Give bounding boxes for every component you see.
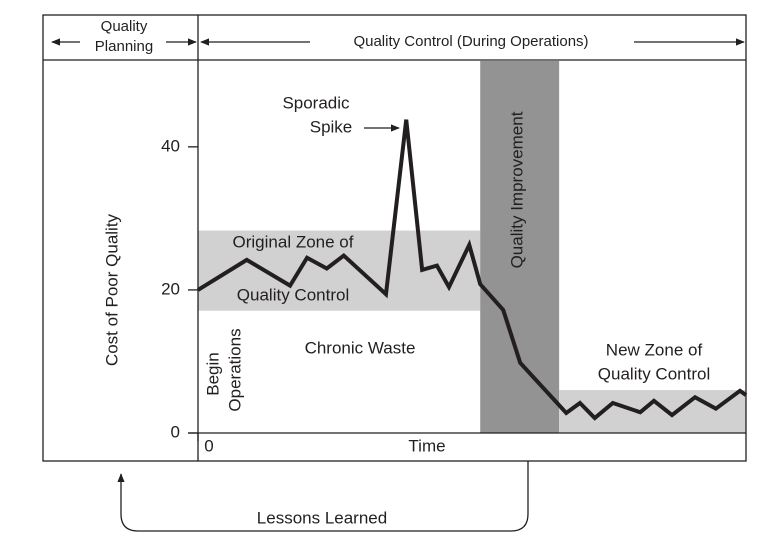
header-label: Quality Control (During Operations) (353, 33, 588, 50)
feedback-arrow (117, 461, 529, 532)
annotation: Sporadic (282, 93, 350, 112)
annotation: Chronic Waste (305, 338, 416, 357)
annotation: Spike (310, 117, 353, 136)
zone-label: Quality Control (237, 285, 349, 304)
zones (198, 61, 746, 433)
x-axis-label: Time (408, 436, 445, 455)
y-axis-label: Cost of Poor Quality (102, 213, 121, 366)
frame (42, 14, 747, 462)
annotation: Operations (225, 328, 244, 411)
y-tick-label: 40 (161, 136, 180, 155)
annotation: Lessons Learned (257, 508, 387, 527)
zone (198, 230, 481, 311)
zone-label: New Zone of (606, 340, 703, 359)
y-tick-label: 20 (161, 279, 180, 298)
zone-label: Original Zone of (233, 232, 354, 251)
header-label: Planning (95, 38, 153, 55)
y-tick-label: 0 (171, 422, 180, 441)
cost-line (196, 119, 748, 421)
zone (480, 61, 560, 433)
zone-label: Quality Control (598, 364, 710, 383)
annotation: Begin (203, 352, 222, 395)
zone-label: Quality Improvement (507, 111, 526, 268)
x-tick-label: 0 (204, 436, 213, 455)
header-label: Quality (101, 18, 148, 35)
